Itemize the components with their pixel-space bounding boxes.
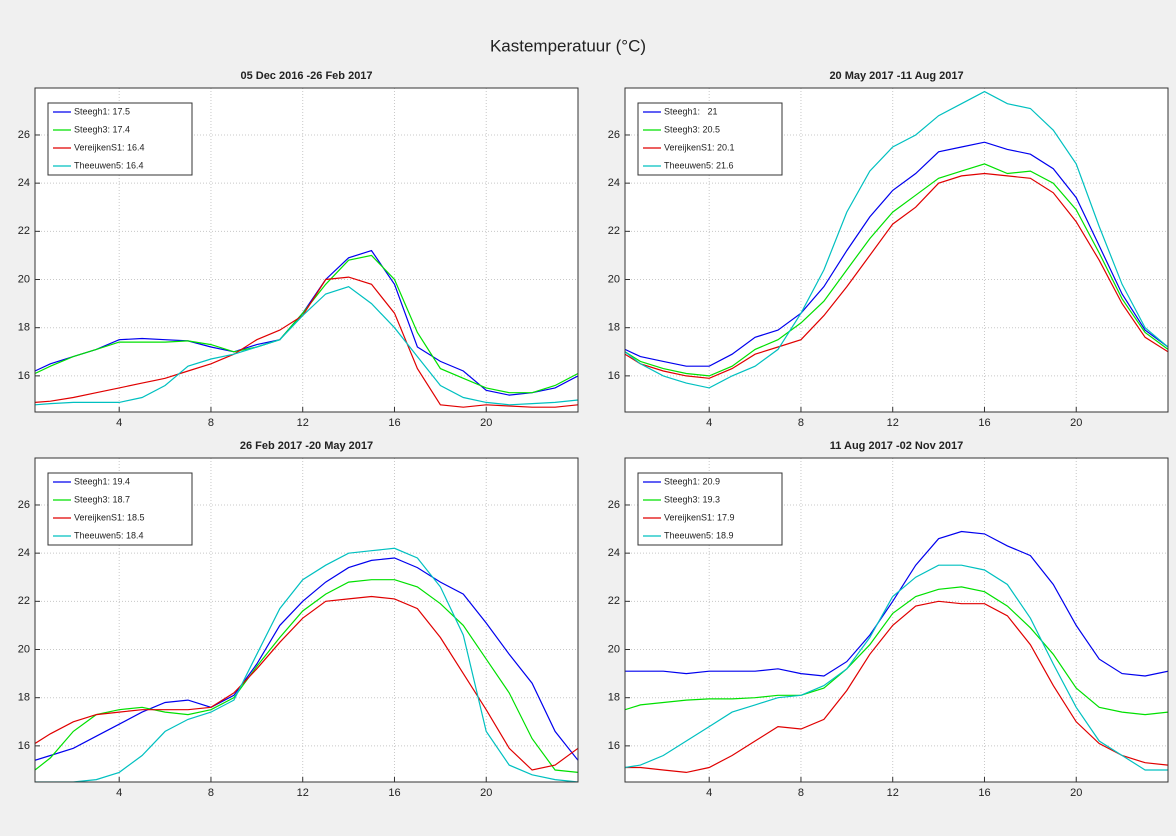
x-tick-label: 4 [706, 417, 712, 429]
x-tick-label: 8 [798, 417, 804, 429]
x-tick-label: 12 [887, 417, 899, 429]
legend-label: Theeuwen5: 16.4 [74, 160, 144, 170]
series-line [625, 163, 1168, 377]
series-line [625, 564, 1168, 771]
plot-frame [624, 457, 1169, 783]
series-line [625, 530, 1168, 677]
x-tick-label: 16 [978, 417, 990, 429]
y-tick-label: 22 [608, 595, 620, 607]
y-tick-label: 26 [608, 129, 620, 141]
y-tick-label: 16 [608, 370, 620, 382]
x-tick-label: 20 [480, 787, 492, 799]
y-tick-label: 20 [18, 643, 30, 655]
y-tick-label: 18 [18, 692, 30, 704]
y-tick-label: 22 [18, 595, 30, 607]
legend-box [47, 472, 193, 546]
series-line [35, 547, 578, 782]
x-tick-label: 8 [798, 787, 804, 799]
y-tick-label: 24 [608, 547, 620, 559]
x-tick-label: 4 [116, 417, 122, 429]
x-tick-label: 12 [887, 787, 899, 799]
plot-frame [34, 87, 579, 413]
y-tick-label: 22 [18, 225, 30, 237]
x-tick-label: 16 [388, 417, 400, 429]
y-tick-label: 24 [18, 177, 30, 189]
legend-label: Steegh1: 21 [664, 106, 718, 116]
legend-label: Theeuwen5: 18.9 [664, 530, 734, 540]
legend-label: Steegh3: 17.4 [74, 124, 130, 134]
series-line [625, 90, 1168, 389]
y-tick-label: 26 [608, 499, 620, 511]
plot-frame [624, 87, 1169, 413]
series-line [625, 172, 1168, 379]
legend-label: VereijkenS1: 16.4 [74, 142, 145, 152]
x-tick-label: 12 [297, 787, 309, 799]
series-line [625, 600, 1168, 774]
legend-label: VereijkenS1: 20.1 [664, 142, 735, 152]
legend-label: VereijkenS1: 17.9 [664, 512, 735, 522]
y-tick-label: 26 [18, 499, 30, 511]
x-tick-label: 4 [116, 787, 122, 799]
figure-title: Kastemperatuur (°C) [490, 36, 646, 55]
y-tick-label: 20 [608, 273, 620, 285]
x-tick-label: 8 [208, 417, 214, 429]
subplot-title: 05 Dec 2016 -26 Feb 2017 [240, 70, 372, 82]
y-tick-label: 18 [608, 692, 620, 704]
legend-box [637, 102, 783, 176]
y-tick-label: 26 [18, 129, 30, 141]
legend-label: Steegh1: 17.5 [74, 106, 130, 116]
y-tick-label: 24 [608, 177, 620, 189]
y-tick-label: 20 [18, 273, 30, 285]
series-line [35, 286, 578, 406]
y-tick-label: 22 [608, 225, 620, 237]
subplot-title: 20 May 2017 -11 Aug 2017 [829, 70, 963, 82]
legend-box [47, 102, 193, 176]
legend-label: Steegh1: 19.4 [74, 476, 130, 486]
series-line [35, 579, 578, 773]
legend-label: Steegh3: 19.3 [664, 494, 720, 504]
x-tick-label: 20 [1070, 787, 1082, 799]
legend-label: Steegh1: 20.9 [664, 476, 720, 486]
legend-label: Theeuwen5: 18.4 [74, 530, 144, 540]
legend-label: VereijkenS1: 18.5 [74, 512, 145, 522]
series-line [35, 254, 578, 394]
series-line [625, 141, 1168, 367]
legend-label: Steegh3: 18.7 [74, 494, 130, 504]
legend-box [637, 472, 783, 546]
y-tick-label: 16 [608, 740, 620, 752]
series-line [35, 595, 578, 771]
x-tick-label: 20 [1070, 417, 1082, 429]
x-tick-label: 16 [388, 787, 400, 799]
x-tick-label: 20 [480, 417, 492, 429]
x-tick-label: 4 [706, 787, 712, 799]
subplot-title: 11 Aug 2017 -02 Nov 2017 [830, 440, 964, 452]
x-tick-label: 8 [208, 787, 214, 799]
legend-label: Theeuwen5: 21.6 [664, 160, 734, 170]
legend-label: Steegh3: 20.5 [664, 124, 720, 134]
y-tick-label: 24 [18, 547, 30, 559]
x-tick-label: 12 [297, 417, 309, 429]
y-tick-label: 16 [18, 740, 30, 752]
plot-frame [34, 457, 579, 783]
y-tick-label: 18 [18, 322, 30, 334]
subplot-title: 26 Feb 2017 -20 May 2017 [240, 440, 373, 452]
y-tick-label: 20 [608, 643, 620, 655]
x-tick-label: 16 [978, 787, 990, 799]
series-line [35, 557, 578, 761]
y-tick-label: 16 [18, 370, 30, 382]
series-line [625, 586, 1168, 716]
y-tick-label: 18 [608, 322, 620, 334]
